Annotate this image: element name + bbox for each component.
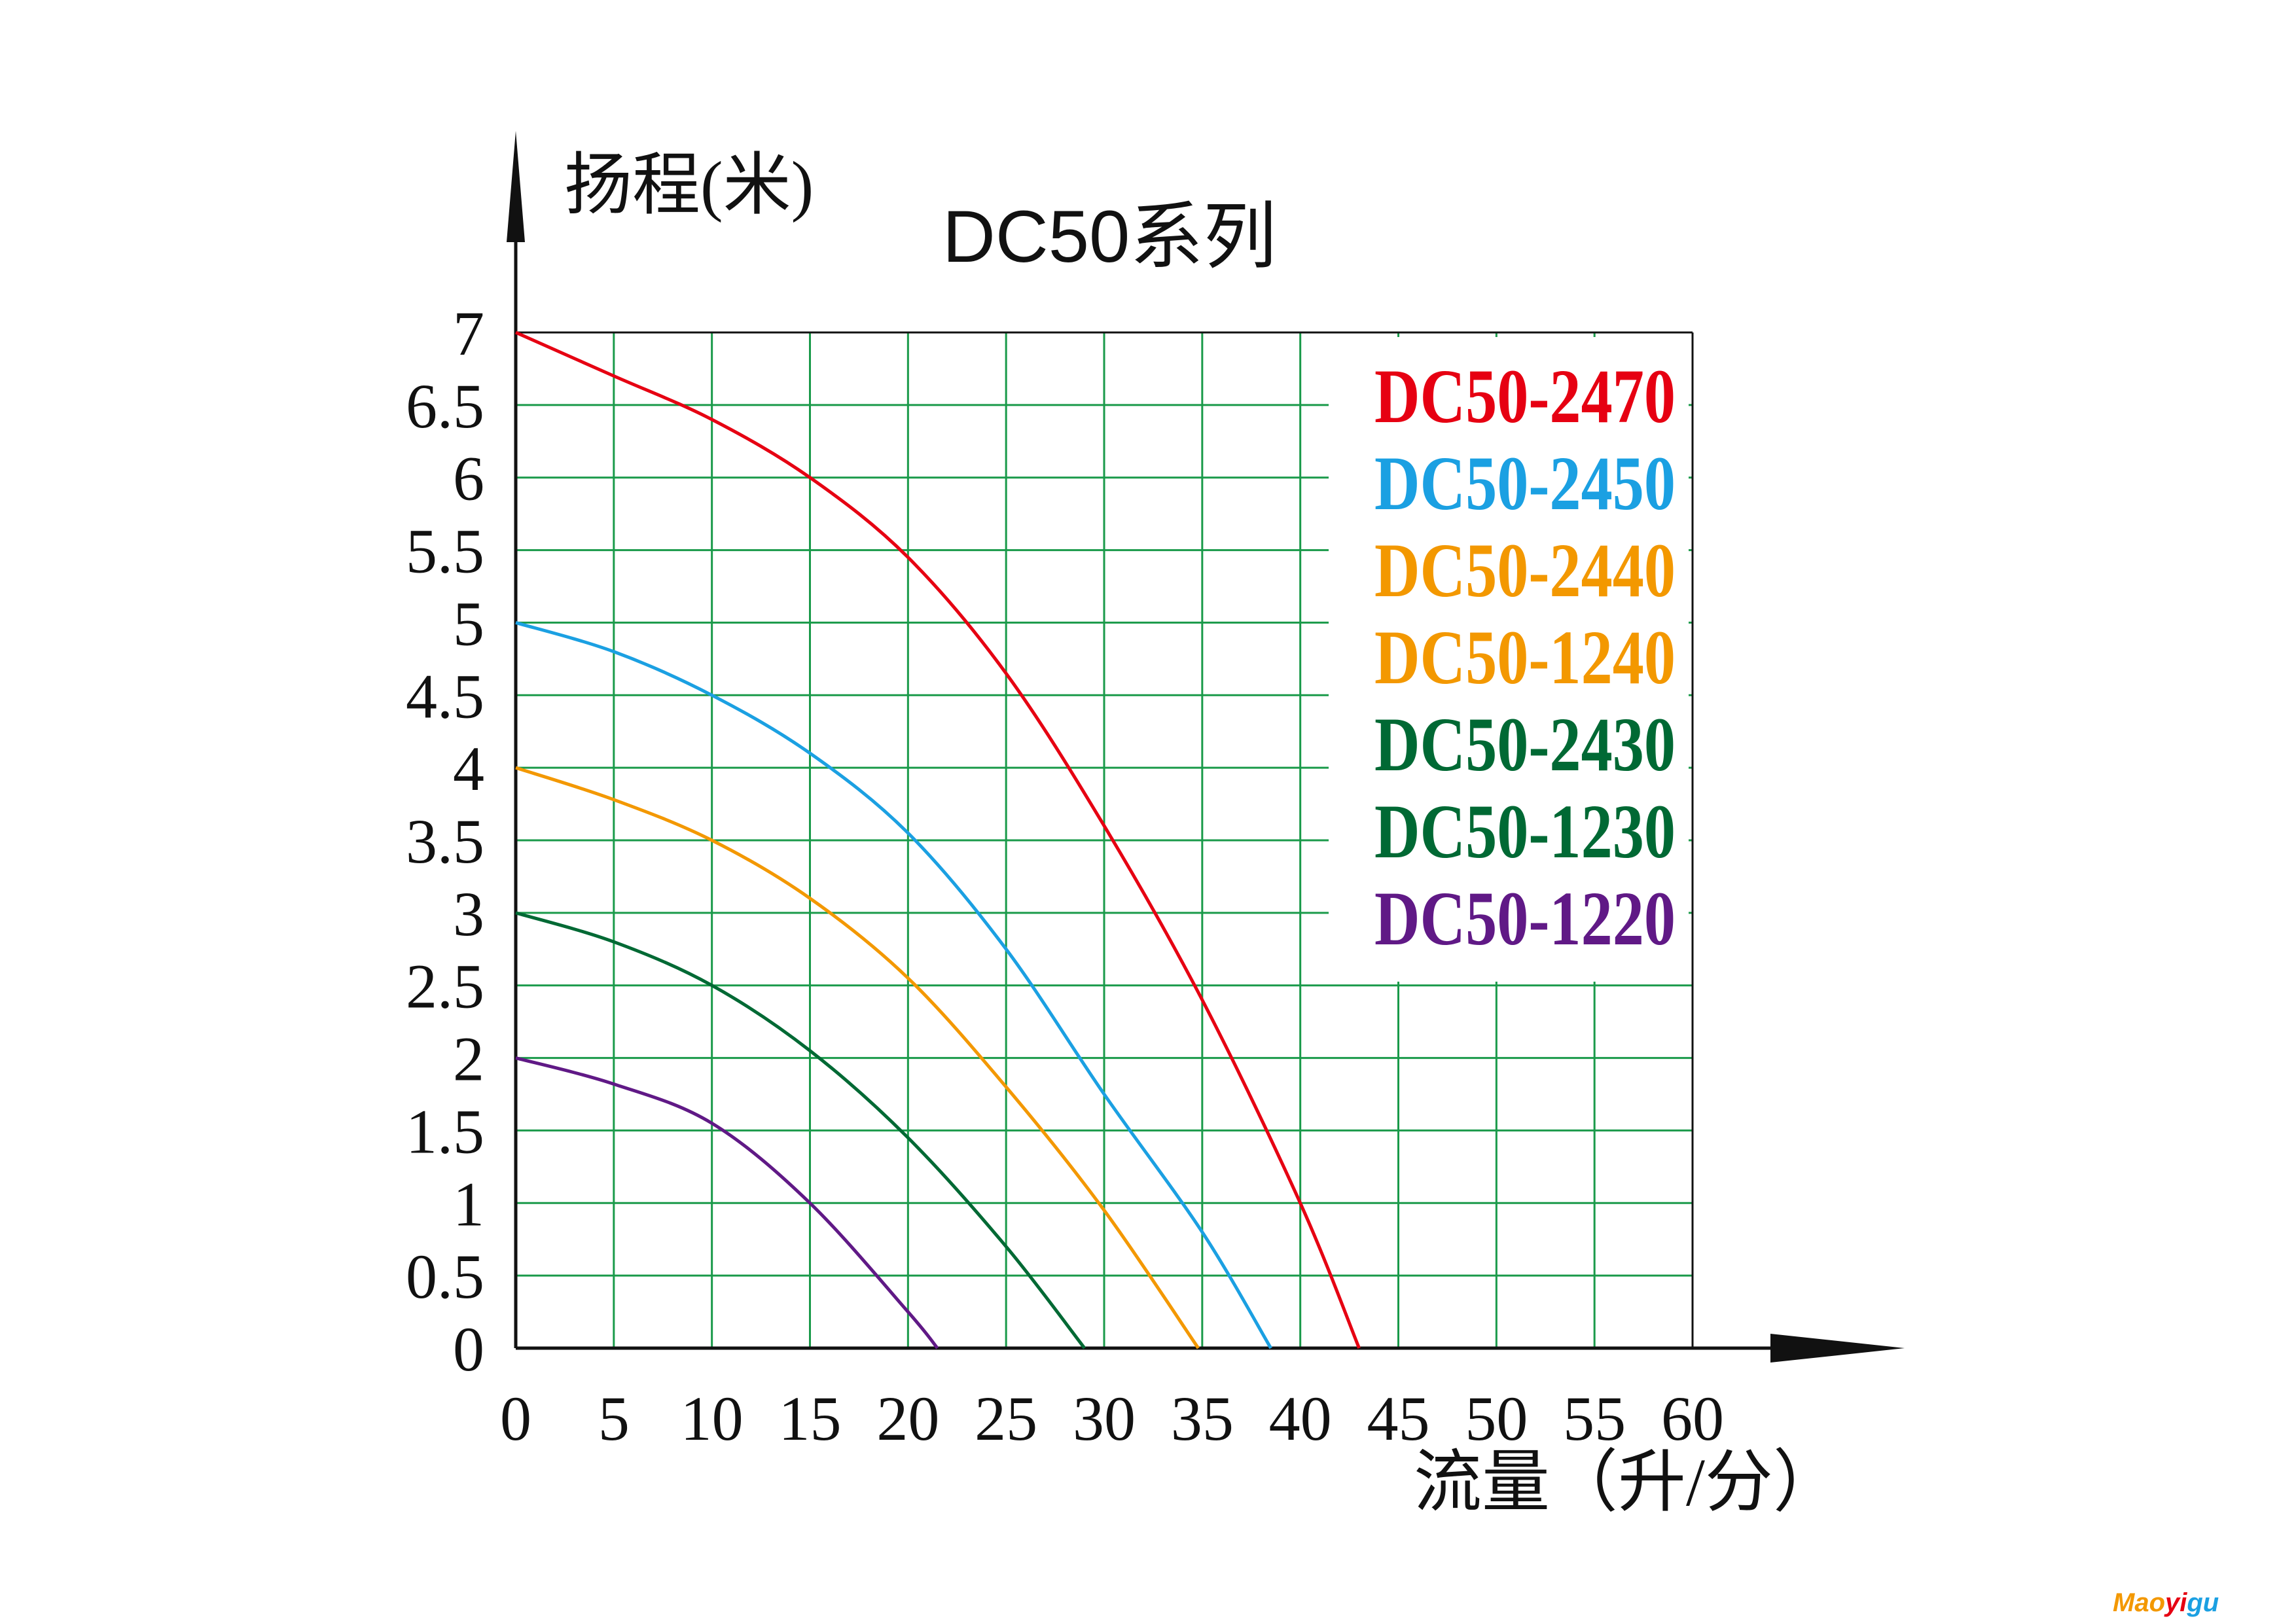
x-tick-label: 55 [1563, 1383, 1626, 1454]
x-tick-label: 60 [1661, 1383, 1724, 1454]
x-tick-label: 30 [1073, 1383, 1136, 1454]
y-tick-label: 2 [453, 1024, 484, 1094]
y-tick-label: 6 [453, 444, 484, 514]
y-tick-label: 0.5 [406, 1241, 484, 1311]
legend-entry: DC50-1240 [1374, 615, 1676, 700]
watermark-logo: Maoyigu [2113, 1588, 2219, 1617]
y-tick-label: 1.5 [406, 1096, 484, 1166]
y-tick-label: 5 [453, 588, 484, 658]
series-lines [514, 330, 1361, 1349]
y-tick-label: 1 [453, 1169, 484, 1239]
x-tick-label: 40 [1269, 1383, 1332, 1454]
series-line [515, 911, 1086, 1349]
legend-entry: DC50-2450 [1374, 440, 1676, 526]
series-line [515, 621, 1272, 1349]
legend-entry: DC50-1220 [1374, 876, 1676, 961]
x-tick-label: 20 [876, 1383, 939, 1454]
legend-entry: DC50-2440 [1374, 527, 1676, 613]
y-tick-label: 4.5 [406, 661, 484, 731]
x-tick-label: 0 [500, 1383, 531, 1454]
y-axis-arrow [507, 131, 525, 242]
x-tick-label: 5 [598, 1383, 630, 1454]
y-tick-label: 4 [453, 734, 484, 804]
x-tick-label: 10 [681, 1383, 744, 1454]
legend-entry: DC50-1230 [1374, 789, 1676, 874]
tick-labels: 0 5 10 15 20 25 30 35 40 45 50 55 6000.511.522.533.5… [406, 298, 1724, 1454]
legend-box [1329, 337, 1689, 982]
y-tick-label: 0 [453, 1314, 484, 1384]
axes [507, 131, 1905, 1363]
x-tick-label: 25 [975, 1383, 1037, 1454]
x-tick-label: 15 [779, 1383, 842, 1454]
legend-entry: DC50-2470 [1374, 353, 1676, 439]
series-line [515, 1056, 939, 1349]
y-tick-label: 6.5 [406, 371, 484, 441]
y-tick-label: 3 [453, 879, 484, 949]
chart-title: DC50系列 [942, 196, 1276, 277]
y-tick-label: 5.5 [406, 516, 484, 586]
x-tick-label: 50 [1465, 1383, 1528, 1454]
x-tick-label: 35 [1171, 1383, 1234, 1454]
y-axis-title: 扬程(米) [564, 148, 814, 223]
legend: DC50-2470DC50-2450DC50-2440DC50-1240DC50… [1329, 337, 1689, 982]
legend-entry: DC50-2430 [1374, 702, 1676, 787]
y-tick-label: 2.5 [406, 952, 484, 1022]
y-tick-label: 3.5 [406, 806, 484, 876]
y-tick-label: 7 [453, 298, 484, 368]
x-axis-title: 流量（升/分） [1414, 1445, 1841, 1520]
series-line [515, 766, 1200, 1349]
x-tick-label: 45 [1367, 1383, 1430, 1454]
x-axis-arrow [1770, 1334, 1905, 1363]
series-line [514, 330, 1361, 1349]
